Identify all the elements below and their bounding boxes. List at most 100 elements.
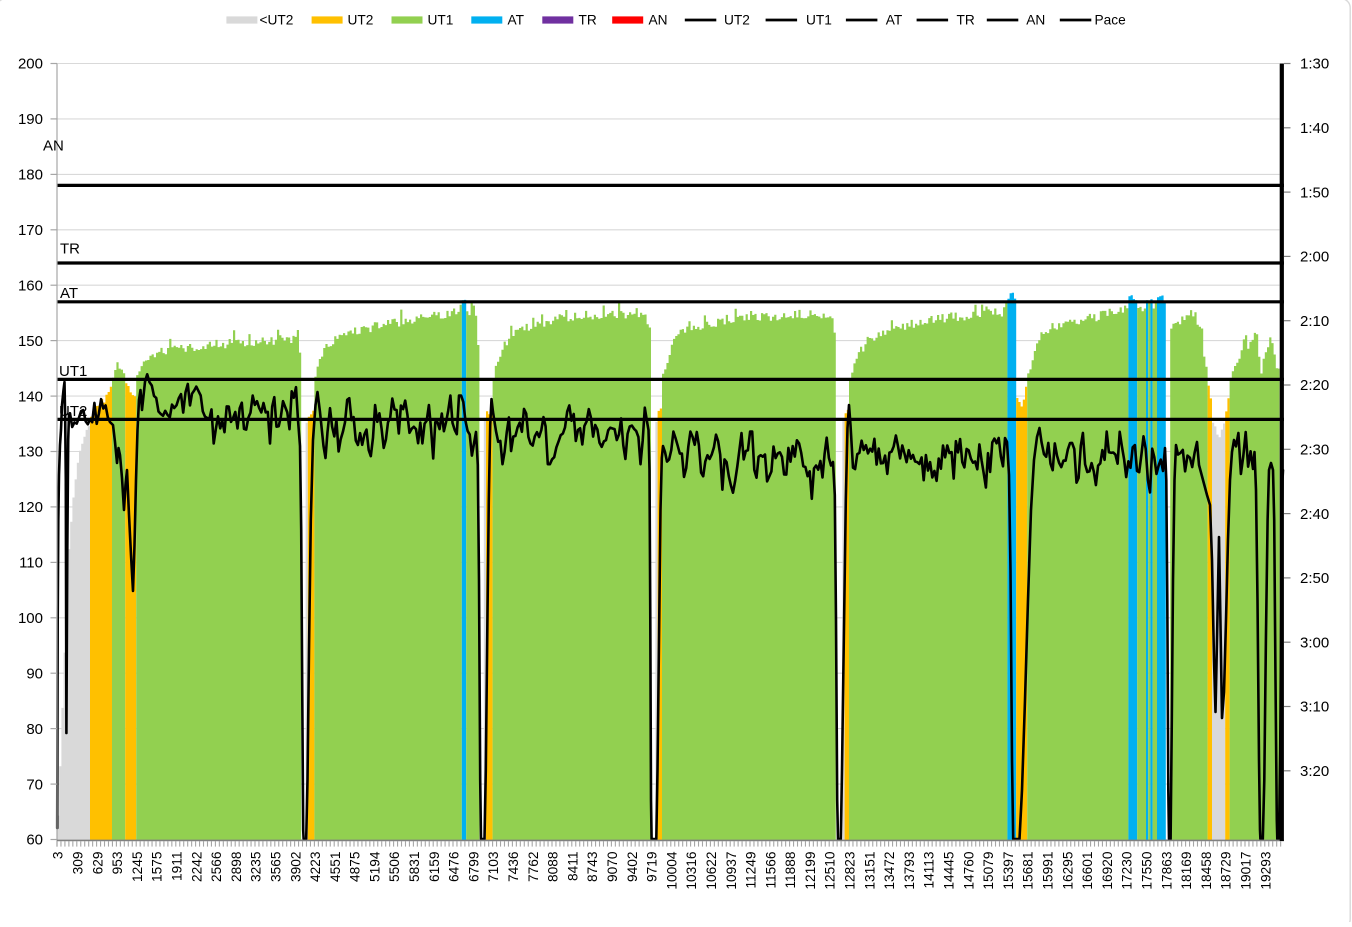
svg-text:11249: 11249 bbox=[744, 852, 759, 889]
svg-text:2:30: 2:30 bbox=[1300, 442, 1329, 459]
svg-text:3:00: 3:00 bbox=[1300, 634, 1329, 651]
svg-text:UT2: UT2 bbox=[724, 13, 750, 28]
svg-text:3565: 3565 bbox=[269, 851, 284, 882]
svg-text:AN: AN bbox=[649, 13, 668, 28]
svg-text:11888: 11888 bbox=[783, 851, 798, 888]
svg-text:16920: 16920 bbox=[1100, 851, 1115, 889]
svg-text:110: 110 bbox=[19, 555, 43, 572]
svg-text:6159: 6159 bbox=[427, 852, 442, 882]
svg-text:140: 140 bbox=[18, 388, 43, 405]
svg-text:7436: 7436 bbox=[506, 851, 521, 882]
svg-text:15991: 15991 bbox=[1041, 852, 1056, 890]
svg-text:953: 953 bbox=[110, 851, 125, 874]
svg-text:9719: 9719 bbox=[645, 852, 660, 882]
svg-text:4875: 4875 bbox=[348, 851, 363, 882]
svg-text:4223: 4223 bbox=[308, 851, 323, 882]
svg-text:9070: 9070 bbox=[605, 851, 620, 882]
svg-text:3:20: 3:20 bbox=[1300, 763, 1329, 780]
svg-text:1:30: 1:30 bbox=[1300, 56, 1329, 73]
svg-text:4551: 4551 bbox=[328, 852, 343, 882]
svg-text:<UT2: <UT2 bbox=[260, 13, 294, 28]
svg-text:13472: 13472 bbox=[882, 852, 897, 890]
svg-text:1:40: 1:40 bbox=[1300, 120, 1329, 137]
svg-text:6799: 6799 bbox=[466, 852, 481, 882]
svg-text:18729: 18729 bbox=[1219, 852, 1234, 890]
svg-text:1:50: 1:50 bbox=[1300, 184, 1329, 201]
svg-text:TR: TR bbox=[579, 13, 597, 28]
svg-text:UT1: UT1 bbox=[806, 13, 832, 28]
svg-text:2:00: 2:00 bbox=[1300, 249, 1329, 266]
svg-text:UT2: UT2 bbox=[59, 403, 87, 420]
svg-text:5831: 5831 bbox=[407, 852, 422, 882]
svg-text:15079: 15079 bbox=[981, 852, 996, 890]
svg-text:1245: 1245 bbox=[130, 851, 145, 882]
svg-text:9402: 9402 bbox=[625, 852, 640, 882]
svg-text:18169: 18169 bbox=[1179, 852, 1194, 890]
svg-text:5506: 5506 bbox=[387, 851, 402, 882]
svg-text:14445: 14445 bbox=[942, 851, 957, 889]
svg-text:10004: 10004 bbox=[664, 851, 679, 889]
svg-text:8088: 8088 bbox=[546, 851, 561, 882]
svg-text:Pace: Pace bbox=[1095, 13, 1126, 28]
svg-text:2:50: 2:50 bbox=[1300, 570, 1329, 587]
svg-text:UT2: UT2 bbox=[348, 13, 374, 28]
svg-text:70: 70 bbox=[26, 776, 43, 793]
svg-text:12199: 12199 bbox=[803, 852, 818, 890]
svg-text:629: 629 bbox=[90, 852, 105, 875]
svg-text:3235: 3235 bbox=[249, 851, 264, 882]
svg-text:12823: 12823 bbox=[843, 851, 858, 889]
svg-text:19017: 19017 bbox=[1239, 852, 1254, 890]
svg-text:1575: 1575 bbox=[150, 851, 165, 882]
svg-text:2566: 2566 bbox=[209, 851, 224, 882]
svg-text:2:20: 2:20 bbox=[1300, 377, 1329, 394]
svg-text:12510: 12510 bbox=[823, 851, 838, 889]
svg-text:TR: TR bbox=[957, 13, 975, 28]
svg-text:8411: 8411 bbox=[565, 852, 580, 881]
svg-text:16601: 16601 bbox=[1080, 852, 1095, 890]
svg-text:3902: 3902 bbox=[288, 852, 303, 882]
svg-text:130: 130 bbox=[18, 444, 43, 461]
svg-text:2242: 2242 bbox=[189, 852, 204, 882]
svg-text:3: 3 bbox=[51, 851, 66, 859]
svg-text:14760: 14760 bbox=[961, 851, 976, 889]
svg-text:160: 160 bbox=[18, 277, 43, 294]
svg-text:190: 190 bbox=[18, 111, 43, 128]
svg-text:AN: AN bbox=[43, 138, 64, 155]
svg-text:AT: AT bbox=[508, 13, 525, 28]
svg-text:17863: 17863 bbox=[1159, 851, 1174, 889]
svg-text:150: 150 bbox=[18, 333, 43, 350]
svg-text:10316: 10316 bbox=[684, 851, 699, 889]
svg-text:TR: TR bbox=[60, 241, 80, 258]
svg-text:UT1: UT1 bbox=[428, 13, 454, 28]
svg-text:13151: 13151 bbox=[862, 852, 877, 890]
svg-text:2:10: 2:10 bbox=[1300, 313, 1329, 330]
svg-text:1911: 1911 bbox=[170, 852, 185, 881]
svg-text:8743: 8743 bbox=[585, 851, 600, 882]
svg-text:14113: 14113 bbox=[922, 851, 937, 888]
svg-text:100: 100 bbox=[18, 610, 43, 627]
svg-text:AT: AT bbox=[60, 285, 78, 302]
svg-text:17230: 17230 bbox=[1120, 851, 1135, 889]
svg-text:18458: 18458 bbox=[1199, 851, 1214, 889]
svg-text:10937: 10937 bbox=[724, 852, 739, 890]
svg-text:19293: 19293 bbox=[1258, 851, 1273, 889]
svg-text:80: 80 bbox=[26, 721, 43, 738]
svg-text:16295: 16295 bbox=[1060, 851, 1075, 889]
svg-text:13793: 13793 bbox=[902, 851, 917, 889]
svg-text:11566: 11566 bbox=[763, 851, 778, 888]
svg-text:170: 170 bbox=[18, 222, 43, 239]
svg-text:15397: 15397 bbox=[1001, 852, 1016, 890]
svg-text:6476: 6476 bbox=[447, 851, 462, 882]
svg-text:AT: AT bbox=[886, 13, 903, 28]
svg-text:180: 180 bbox=[18, 167, 43, 184]
svg-text:UT1: UT1 bbox=[59, 363, 87, 380]
svg-text:60: 60 bbox=[26, 832, 43, 849]
svg-text:5194: 5194 bbox=[367, 851, 382, 882]
svg-text:120: 120 bbox=[18, 499, 43, 516]
svg-text:7762: 7762 bbox=[526, 852, 541, 882]
svg-text:200: 200 bbox=[18, 56, 43, 73]
svg-text:90: 90 bbox=[26, 665, 43, 682]
svg-text:309: 309 bbox=[71, 852, 86, 875]
svg-text:7103: 7103 bbox=[486, 851, 501, 882]
svg-text:17550: 17550 bbox=[1140, 851, 1155, 889]
